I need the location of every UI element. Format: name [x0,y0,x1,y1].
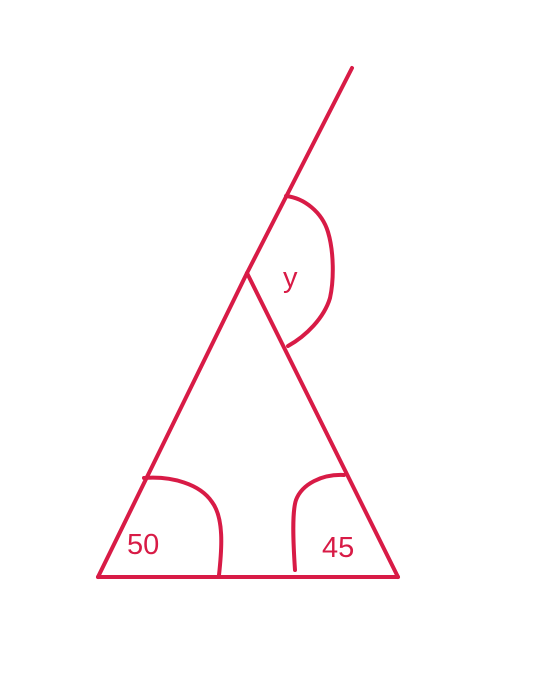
exterior-angle-arc [284,194,335,348]
angle-label-y: y [283,262,298,294]
triangle-right-side [245,271,400,579]
triangle-left-side [96,271,249,579]
side-extension-line [245,66,354,275]
angle-label-50: 50 [127,529,159,561]
right-angle-arc [291,472,346,572]
angle-label-45: 45 [322,532,354,564]
left-angle-arc [142,475,224,577]
